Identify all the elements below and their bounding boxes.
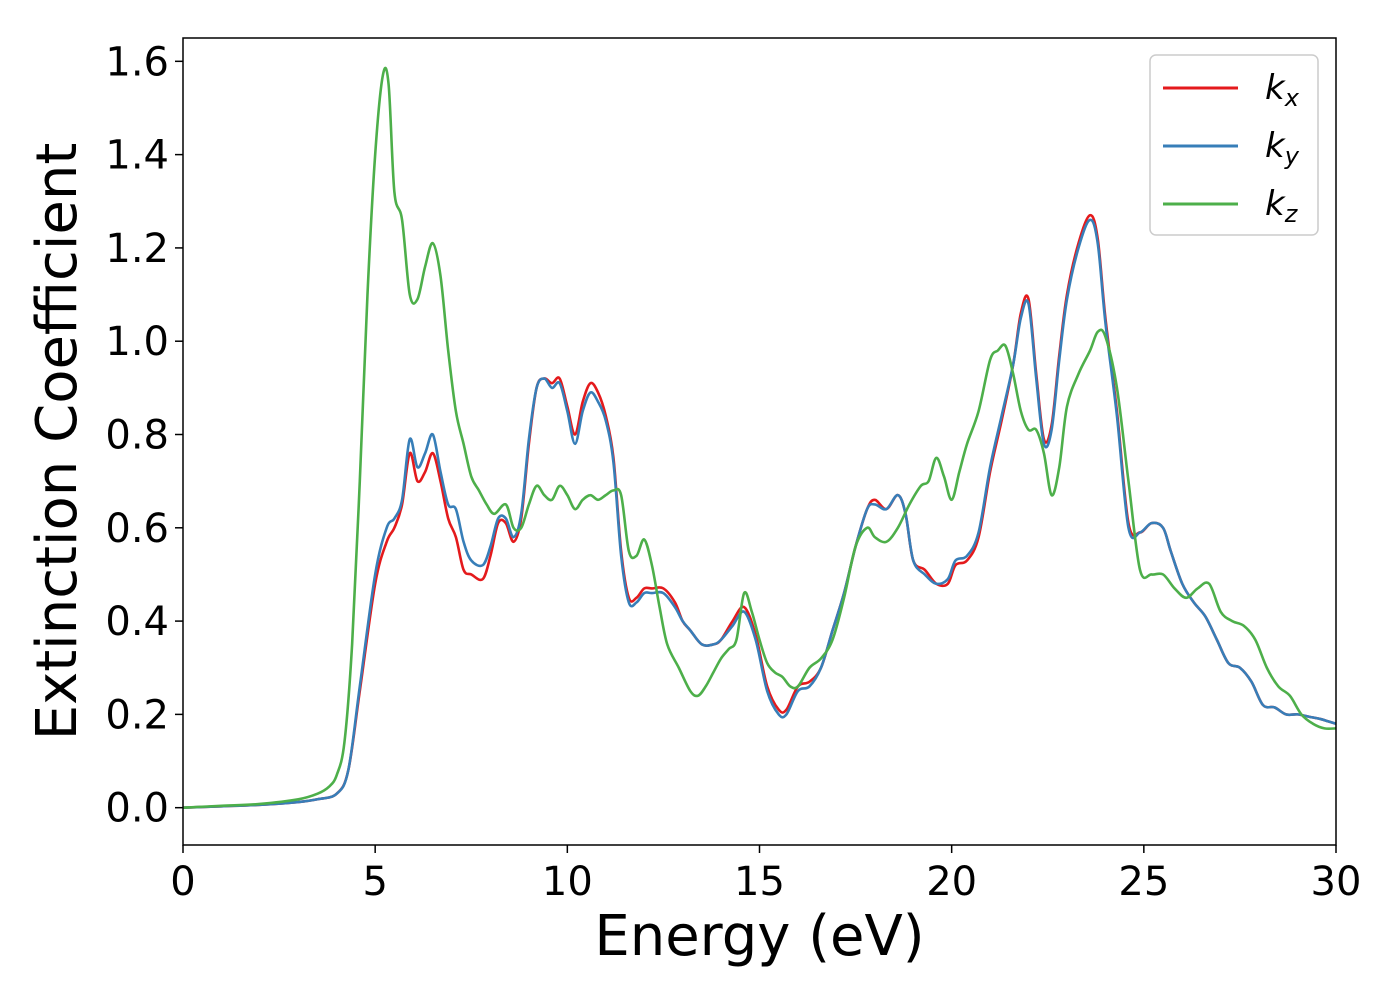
y-tick-label: 0.2: [105, 692, 169, 738]
y-tick-label: 0.4: [105, 599, 169, 645]
legend-label-sub: x: [1284, 84, 1300, 112]
series-line-z: [182, 66, 1337, 809]
legend-label-main: k: [1265, 184, 1286, 224]
y-tick-label: 1.4: [105, 133, 169, 179]
axis-ticks: 0 5 10 15 20 25 30 0.0 0.2 0.4 0.6 0.8 1.0 1.2 1.4 1.6: [105, 39, 1361, 905]
legend-label-sub: y: [1284, 142, 1300, 170]
legend-label-main: k: [1265, 68, 1286, 108]
x-tick-label: 20: [926, 859, 977, 905]
legend-label-y: ky: [1265, 126, 1300, 170]
y-tick-label: 1.0: [105, 319, 169, 365]
x-tick-label: 15: [734, 859, 785, 905]
legend-label-z: kz: [1265, 184, 1299, 228]
y-tick-label: 0.8: [105, 413, 169, 459]
legend-label-sub: z: [1284, 200, 1299, 228]
series-line-y: [182, 218, 1337, 809]
y-axis-title: Extinction Coefficient: [25, 143, 90, 741]
y-tick-label: 1.2: [105, 226, 169, 272]
legend-label-main: k: [1265, 126, 1286, 166]
x-tick-label: 5: [362, 859, 387, 905]
x-tick-label: 30: [1311, 859, 1362, 905]
legend-label-x: kx: [1265, 68, 1300, 112]
x-tick-label: 0: [170, 859, 195, 905]
x-tick-label: 25: [1118, 859, 1169, 905]
series-layer: [182, 66, 1337, 809]
x-tick-label: 10: [542, 859, 593, 905]
y-tick-label: 0.6: [105, 506, 169, 552]
y-tick-label: 0.0: [105, 786, 169, 832]
x-axis-title: Energy (eV): [594, 904, 924, 969]
y-tick-label: 1.6: [105, 39, 169, 85]
